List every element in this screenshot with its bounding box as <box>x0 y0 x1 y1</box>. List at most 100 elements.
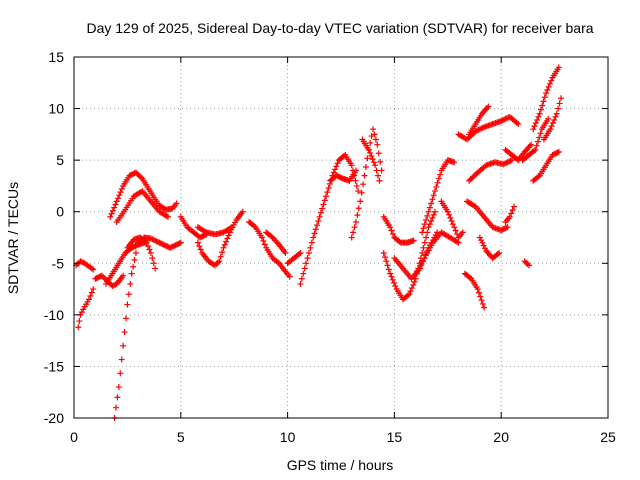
data-point <box>286 273 293 280</box>
series-arc-03 <box>92 272 127 289</box>
data-point <box>171 242 178 249</box>
data-point <box>353 182 360 189</box>
data-point <box>113 404 120 411</box>
data-point <box>475 289 482 296</box>
data-point <box>558 95 565 102</box>
data-point <box>511 203 518 210</box>
data-point <box>310 234 317 241</box>
data-point <box>114 394 121 401</box>
series-arc-23 <box>412 229 462 277</box>
data-point <box>76 318 83 325</box>
data-point <box>350 229 357 236</box>
data-point <box>506 213 513 220</box>
series-arc-28 <box>476 234 503 262</box>
data-point <box>118 356 125 363</box>
data-point <box>434 179 441 186</box>
data-point <box>300 270 307 277</box>
data-point <box>496 249 503 256</box>
data-point <box>197 246 204 253</box>
x-tick-label: 25 <box>600 429 616 445</box>
data-point <box>308 239 315 246</box>
data-point <box>419 229 426 236</box>
data-point <box>425 208 432 215</box>
data-point <box>367 149 374 156</box>
data-point <box>534 138 541 145</box>
data-point <box>525 262 532 269</box>
data-point <box>164 213 171 220</box>
data-point <box>389 276 396 283</box>
data-point <box>220 244 227 251</box>
data-point <box>485 103 492 110</box>
data-point <box>433 183 440 190</box>
data-point <box>459 229 466 236</box>
data-point <box>120 342 127 349</box>
data-point <box>352 167 359 174</box>
series-arc-13 <box>246 219 293 280</box>
data-point <box>334 160 341 167</box>
data-point <box>229 224 236 231</box>
data-point <box>217 253 224 260</box>
data-point <box>358 189 365 196</box>
data-point <box>115 195 122 202</box>
data-point <box>150 260 157 267</box>
data-point <box>127 280 134 287</box>
grid-lines <box>74 57 608 418</box>
data-point <box>466 177 473 184</box>
data-point <box>465 135 472 142</box>
data-point <box>355 188 362 195</box>
data-point <box>508 157 515 164</box>
data-point <box>361 172 368 179</box>
data-point <box>368 153 375 160</box>
data-point <box>531 123 538 130</box>
data-point <box>534 116 541 123</box>
x-tick-label: 15 <box>387 429 403 445</box>
data-point <box>169 243 176 250</box>
data-point <box>109 207 116 214</box>
data-point <box>376 177 383 184</box>
data-point <box>260 237 267 244</box>
data-point <box>539 102 546 109</box>
data-point <box>446 211 453 218</box>
data-point <box>239 208 246 215</box>
data-point <box>130 263 137 270</box>
data-point <box>312 226 319 233</box>
data-point <box>390 279 397 286</box>
data-point <box>367 139 374 146</box>
data-point <box>314 222 321 229</box>
data-point <box>90 266 97 273</box>
data-point <box>556 100 563 107</box>
data-point <box>428 217 435 224</box>
data-point <box>152 265 159 272</box>
data-point <box>535 173 542 180</box>
data-point <box>389 231 396 238</box>
data-point <box>176 240 183 247</box>
x-axis-label: GPS time / hours <box>287 457 394 473</box>
data-point <box>117 189 124 196</box>
data-point <box>373 167 380 174</box>
series-arc-27 <box>464 198 511 234</box>
data-point <box>555 148 562 155</box>
data-point <box>352 177 359 184</box>
data-point <box>375 172 382 179</box>
data-point <box>471 172 478 179</box>
data-point <box>311 230 318 237</box>
data-point <box>411 278 418 285</box>
data-point <box>387 224 394 231</box>
data-point <box>548 123 555 130</box>
data-point <box>477 293 484 300</box>
data-point <box>90 286 97 293</box>
data-point <box>225 232 232 239</box>
data-point <box>420 225 427 232</box>
data-point <box>388 273 395 280</box>
data-point <box>163 242 170 249</box>
series-arc-26 <box>461 270 488 311</box>
data-point <box>545 83 552 90</box>
data-point <box>428 200 435 207</box>
data-point <box>159 240 166 247</box>
data-point <box>364 155 371 162</box>
data-point <box>362 164 369 171</box>
data-point <box>116 192 123 199</box>
data-point <box>444 208 451 215</box>
series-arc-35 <box>530 64 562 133</box>
